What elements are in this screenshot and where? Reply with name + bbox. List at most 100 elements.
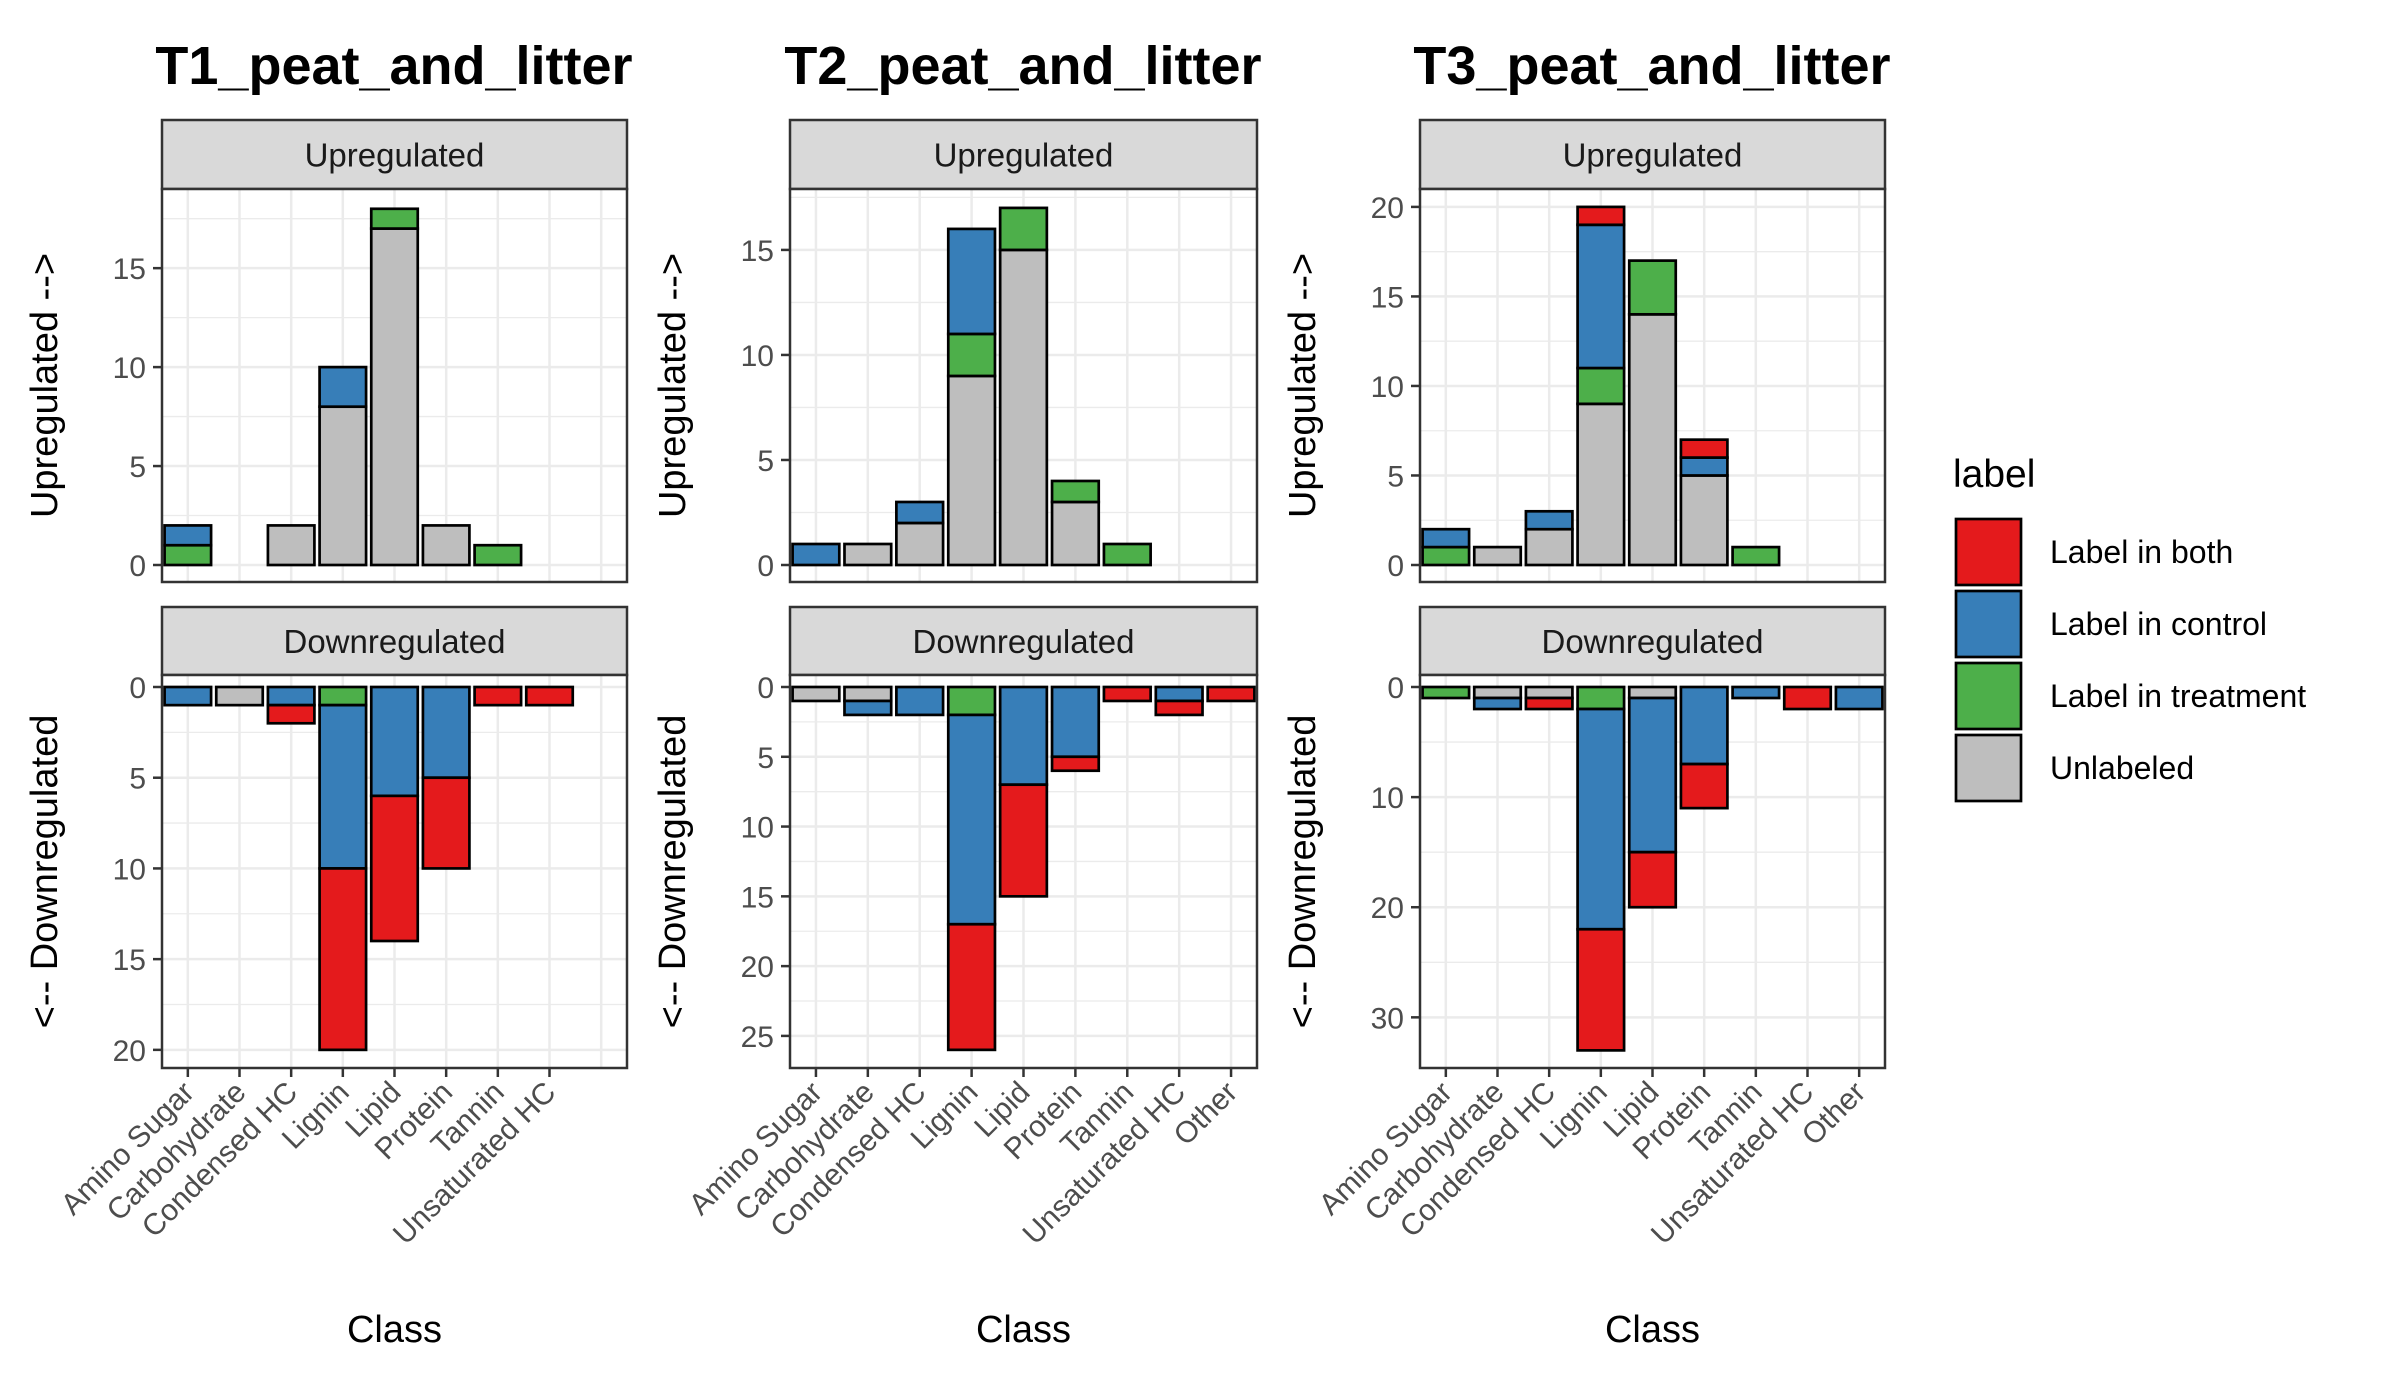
bar-treatment-lignin (1576, 366, 1626, 406)
y-axis: 0 10 20 30 (1371, 672, 1420, 1035)
panel-title: T3_peat_and_litter (1413, 36, 1890, 96)
legend-item-both: Label in both (1954, 517, 2233, 587)
y-tick-label: 0 (757, 672, 774, 705)
y-tick-label: 0 (757, 550, 774, 583)
legend-item-unlabeled: Unlabeled (1954, 733, 2194, 803)
bar-unlabeled-condensed-hc (1524, 685, 1574, 700)
bar-control-other (1834, 685, 1884, 711)
y-tick-label: 25 (741, 1021, 774, 1054)
bar-both-lipid (369, 794, 420, 943)
legend-label: Label in treatment (2050, 678, 2306, 714)
bar-both-unsaturated-hc (524, 685, 575, 707)
panel-3: T3_peat_and_litterUpregulated05101520Upr… (1282, 36, 1891, 1351)
bar-treatment-lipid (998, 206, 1049, 252)
bar-unlabeled-carbohydrate (843, 685, 893, 703)
y-tick-label: 5 (129, 451, 146, 484)
y-tick-label: 10 (1371, 782, 1404, 815)
legend-swatch (1954, 517, 2023, 587)
facet-strip (788, 118, 1259, 191)
bar-control-lignin (946, 227, 997, 336)
panel-border (160, 187, 629, 584)
y-tick-label: 10 (1371, 371, 1404, 404)
y-tick-label: 15 (741, 235, 774, 268)
y-axis: 0 5 10 15 20 (113, 672, 162, 1068)
bar-unlabeled-lignin (1576, 402, 1626, 567)
bar-both-lipid (1627, 850, 1678, 909)
bar-control-amino-sugar (163, 685, 213, 707)
y-tick-label: 20 (1371, 892, 1404, 925)
bar-unlabeled-carbohydrate (1472, 545, 1523, 567)
x-axis-title: Class (976, 1309, 1071, 1351)
bar-both-tannin (473, 685, 523, 707)
bar-both-protein (1679, 762, 1729, 810)
bar-control-protein (421, 685, 471, 780)
y-axis-title: Upregulated --> (24, 253, 66, 518)
bar-treatment-lignin (1576, 685, 1626, 711)
x-axis-title: Class (347, 1309, 442, 1351)
bar-both-lignin (1576, 927, 1626, 1052)
bar-control-condensed-hc (266, 685, 316, 707)
bar-treatment-tannin (1731, 545, 1781, 567)
bars (791, 206, 1152, 567)
y-tick-label: 0 (129, 672, 146, 705)
bar-unlabeled-condensed-hc (895, 521, 945, 567)
downregulated-facet: Downregulated 0 5 10 15 20 25 <-- Downregulated (652, 605, 1259, 1070)
upregulated-facet: Upregulated 0 5 10 15 20 Upregulated --> (1282, 118, 1887, 584)
bar-unlabeled-amino-sugar (791, 685, 841, 703)
bar-unlabeled-protein (1050, 500, 1101, 567)
bar-both-lignin (318, 867, 368, 1052)
bar-control-protein (1679, 685, 1729, 766)
y-tick-label: 20 (113, 1035, 146, 1068)
bar-control-condensed-hc (1524, 509, 1574, 531)
bar-control-unsaturated-hc (1154, 685, 1204, 703)
bar-both-lignin (1576, 205, 1626, 227)
panels: T1_peat_and_litterUpregulated051015Upreg… (24, 36, 1891, 1351)
downregulated-facet: Downregulated 0 10 20 30 <-- Downregulated (1282, 605, 1887, 1070)
bar-unlabeled-carbohydrate (843, 542, 893, 567)
bars (791, 685, 1256, 1052)
bar-treatment-protein (1050, 479, 1101, 504)
y-tick-label: 5 (1387, 460, 1404, 493)
legend-label: Label in both (2050, 534, 2233, 570)
bar-control-amino-sugar (1421, 527, 1471, 549)
bar-both-unsaturated-hc (1782, 685, 1833, 711)
y-tick-label: 5 (757, 445, 774, 478)
facet-strip (788, 605, 1259, 677)
y-axis-title: <-- Downregulated (1282, 715, 1324, 1029)
y-tick-label: 20 (741, 951, 774, 984)
panel-2: T2_peat_and_litterUpregulated051015Upreg… (652, 36, 1262, 1351)
y-axis: 0 5 10 15 (741, 235, 790, 583)
bar-control-lignin (318, 703, 368, 870)
bar-control-condensed-hc (895, 685, 945, 717)
bars (163, 685, 575, 1052)
bars (1421, 205, 1781, 567)
legend-item-treatment: Label in treatment (1954, 661, 2306, 731)
panel-border (788, 187, 1259, 584)
bar-both-protein (1050, 755, 1101, 773)
bar-unlabeled-lignin (318, 405, 368, 567)
bar-treatment-lipid (1627, 259, 1678, 316)
legend-swatch (1954, 661, 2023, 731)
downregulated-facet: Downregulated 0 5 10 15 20 <-- Downregulated (24, 605, 629, 1070)
legend-swatch (1954, 733, 2023, 803)
bar-both-condensed-hc (1524, 696, 1574, 711)
bar-treatment-amino-sugar (163, 543, 213, 567)
bar-control-amino-sugar (791, 542, 841, 567)
bar-unlabeled-protein (1679, 474, 1729, 567)
facet-strip-label: Downregulated (913, 623, 1135, 660)
bar-control-protein (1679, 456, 1729, 477)
bar-control-carbohydrate (843, 699, 893, 717)
y-axis-title: Upregulated --> (1282, 253, 1324, 518)
y-axis-title: Upregulated --> (652, 253, 694, 518)
bar-control-lignin (1576, 707, 1626, 931)
bar-control-tannin (1731, 685, 1781, 700)
bar-both-lipid (998, 783, 1049, 898)
y-axis: 0 5 10 15 20 (1371, 192, 1420, 583)
bar-unlabeled-lipid (1627, 312, 1678, 567)
y-tick-label: 15 (113, 253, 146, 286)
bar-control-amino-sugar (163, 524, 213, 547)
bar-unlabeled-condensed-hc (266, 524, 316, 567)
y-tick-label: 10 (113, 352, 146, 385)
